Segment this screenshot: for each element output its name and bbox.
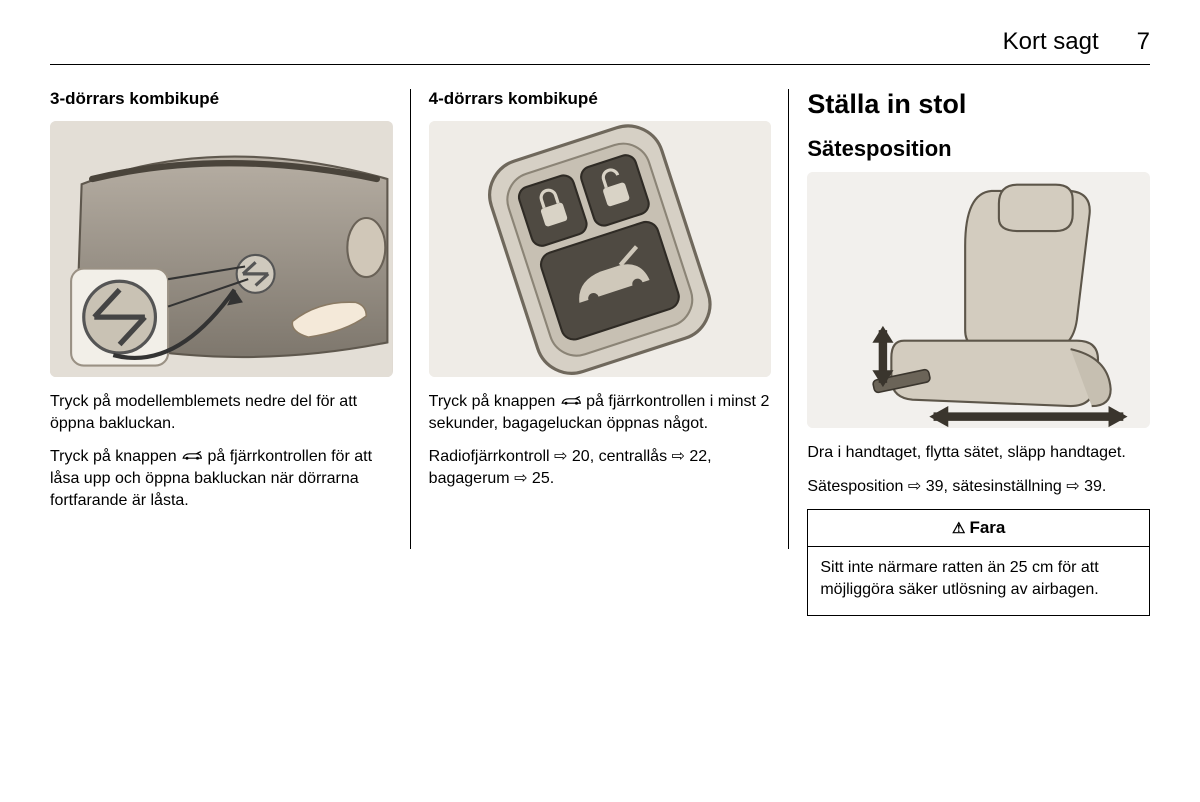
col1-paragraph-2: Tryck på knappen på fjärrkontrollen för … bbox=[50, 446, 393, 511]
col1-heading: 3-dörrars kombikupé bbox=[50, 89, 393, 109]
danger-body-text: Sitt inte närmare ratten än 25 cm för at… bbox=[808, 547, 1149, 614]
col2-heading: 4-dörrars kombikupé bbox=[429, 89, 772, 109]
column-1: 3-dörrars kombikupé bbox=[50, 89, 411, 616]
seat-svg bbox=[807, 172, 1150, 428]
col1-p2-a: Tryck på knappen bbox=[50, 448, 181, 465]
page-header: Kort sagt 7 bbox=[50, 28, 1150, 65]
illustration-seat-adjust bbox=[807, 172, 1150, 428]
remote-key-svg bbox=[429, 121, 772, 377]
danger-heading: ⚠Fara bbox=[808, 510, 1149, 547]
danger-box: ⚠Fara Sitt inte närmare ratten än 25 cm … bbox=[807, 509, 1150, 615]
danger-label: Fara bbox=[969, 518, 1005, 537]
illustration-trunk-emblem bbox=[50, 121, 393, 377]
trunk-svg bbox=[50, 121, 393, 377]
header-section-title: Kort sagt bbox=[1003, 28, 1099, 56]
illustration-remote-key bbox=[429, 121, 772, 377]
header-page-number: 7 bbox=[1137, 28, 1150, 56]
col2-paragraph-1: Tryck på knappen på fjärrkontrollen i mi… bbox=[429, 391, 772, 434]
column-2: 4-dörrars kombikupé bbox=[411, 89, 790, 616]
col2-paragraph-2: Radiofjärrkontroll ⇨ 20, centrallås ⇨ 22… bbox=[429, 446, 772, 489]
col3-h1: Ställa in stol bbox=[807, 89, 1150, 120]
col2-p1-a: Tryck på knappen bbox=[429, 393, 560, 410]
content-columns: 3-dörrars kombikupé bbox=[50, 89, 1150, 616]
trunk-open-icon bbox=[181, 450, 203, 462]
col3-paragraph-1: Dra i handtaget, flytta sätet, släpp han… bbox=[807, 442, 1150, 464]
trunk-open-icon bbox=[560, 395, 582, 407]
col1-paragraph-1: Tryck på modellemblemets nedre del för a… bbox=[50, 391, 393, 434]
column-3: Ställa in stol Sätesposition bbox=[789, 89, 1150, 616]
warning-icon: ⚠ bbox=[952, 520, 965, 537]
col3-h2: Sätesposition bbox=[807, 136, 1150, 162]
col3-paragraph-2: Sätesposition ⇨ 39, sätesinställning ⇨ 3… bbox=[807, 476, 1150, 498]
